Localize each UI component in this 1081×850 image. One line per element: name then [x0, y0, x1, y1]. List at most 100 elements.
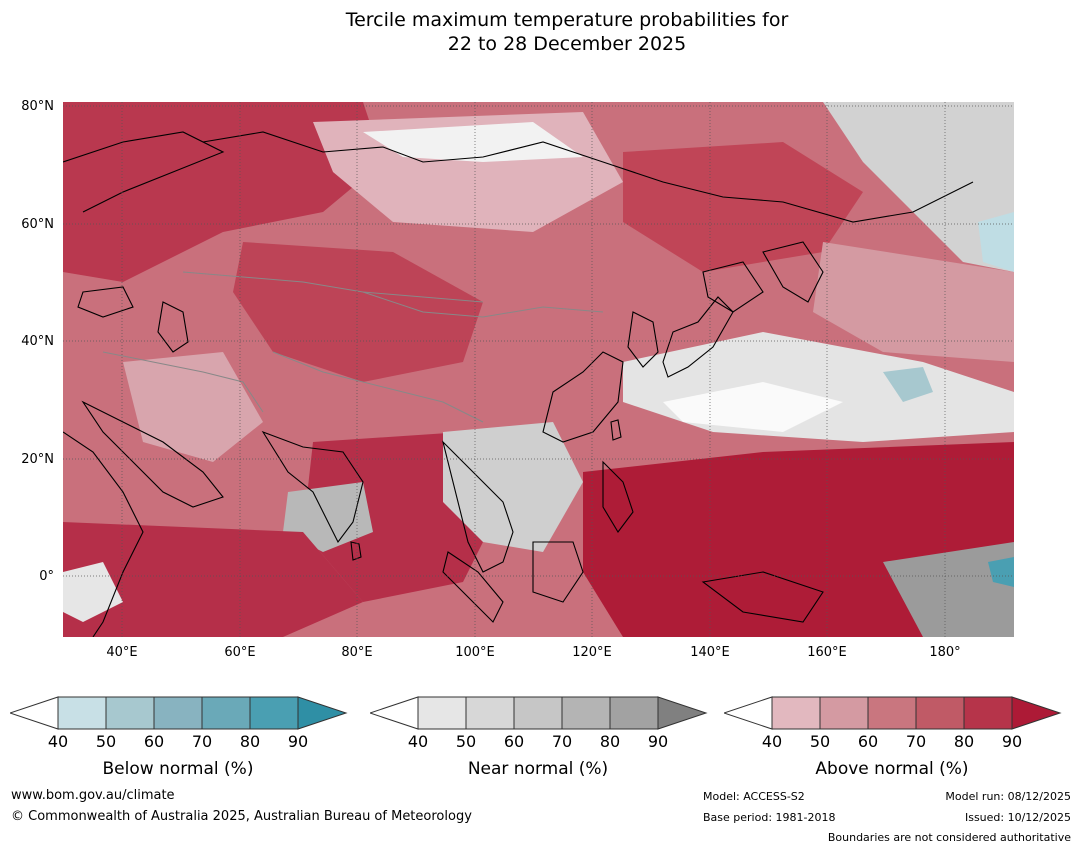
- field-near-normal-northeast: [823, 102, 1014, 272]
- field-neutral-arctic: [363, 122, 583, 162]
- colorbar-near-bin-3: [513, 696, 563, 730]
- coastline-indochina: [441, 440, 514, 573]
- boundary-middle-east: [102, 351, 264, 413]
- coastline-caspian: [157, 301, 189, 353]
- colorbar-below-normal: [10, 696, 348, 730]
- coastline-philippines: [602, 460, 634, 533]
- coastline-black-sea: [77, 286, 134, 318]
- lon-label-40e: 40°E: [106, 645, 138, 660]
- colorbar-above-bin-3: [867, 696, 917, 730]
- colorbar-below-tick-40: 40: [47, 732, 69, 751]
- field-strong-above-east-siberia: [623, 142, 863, 272]
- country-boundaries: [102, 271, 604, 423]
- colorbar-above-bin-4: [915, 696, 965, 730]
- field-near-normal-southeast-asia: [443, 422, 583, 552]
- colorbar-near-label: Near normal (%): [467, 759, 609, 779]
- colorbar-below-tick-90: 90: [287, 732, 309, 751]
- colorbar-above-tick-40: 40: [761, 732, 783, 751]
- coastline-siberia-north: [202, 131, 974, 223]
- chart-title: Tercile maximum temperature probabilitie…: [0, 8, 1081, 56]
- colorbar-above-upper-extension: [1011, 696, 1062, 730]
- coastline-scandinavia: [63, 131, 225, 213]
- lat-label-80n: 80°N: [21, 99, 54, 114]
- field-below-bering: [978, 212, 1014, 272]
- colorbar-near-normal: [370, 696, 708, 730]
- lon-label-180: 180°: [929, 645, 961, 660]
- graticule: [63, 102, 1014, 637]
- field-below-pacific-patch: [883, 367, 933, 402]
- field-strong-above-northwest: [63, 102, 383, 282]
- colorbar-near-tick-90: 90: [647, 732, 669, 751]
- coastline-new-guinea: [701, 571, 824, 623]
- probability-map: [63, 102, 1014, 637]
- colorbar-below-lower-extension: [10, 696, 59, 730]
- colorbar-above-bin-1: [771, 696, 821, 730]
- colorbar-near-tick-60: 60: [503, 732, 525, 751]
- lon-label-140e: 140°E: [690, 645, 730, 660]
- boundary-china-mongolia: [362, 291, 604, 318]
- coastline-sri-lanka: [350, 541, 362, 561]
- field-white-pacific: [663, 382, 843, 432]
- coastline-sumatra: [442, 551, 504, 623]
- colorbar-below-bin-3: [153, 696, 203, 730]
- coastlines: [63, 131, 974, 637]
- colorbar-above-normal: [724, 696, 1062, 730]
- boundary-himalaya: [272, 351, 484, 423]
- colorbar-near-tick-80: 80: [599, 732, 621, 751]
- colorbar-below-tick-70: 70: [191, 732, 213, 751]
- field-below-equatorial-pacific: [988, 557, 1014, 587]
- colorbar-above-tick-70: 70: [905, 732, 927, 751]
- footer-copyright: © Commonwealth of Australia 2025, Austra…: [11, 809, 472, 824]
- lon-label-60e: 60°E: [224, 645, 256, 660]
- field-strong-above-indian-ocean: [63, 522, 363, 637]
- colorbar-near-bin-2: [465, 696, 515, 730]
- coastline-india: [261, 430, 364, 544]
- colorbar-above-tick-80: 80: [953, 732, 975, 751]
- colorbar-near-bin-5: [609, 696, 659, 730]
- coastline-africa-east: [63, 431, 144, 637]
- colorbar-above-tick-60: 60: [857, 732, 879, 751]
- footer-model: Model: ACCESS-S2: [703, 790, 805, 803]
- colorbar-above-tick-50: 50: [809, 732, 831, 751]
- field-strong-above-central-asia: [233, 242, 483, 382]
- coastline-borneo: [532, 541, 584, 603]
- lat-label-0: 0°: [39, 569, 54, 584]
- coastline-japan: [662, 296, 734, 378]
- colorbar-near-tick-40: 40: [407, 732, 429, 751]
- footer-base-period: Base period: 1981-2018: [703, 811, 836, 824]
- lon-label-160e: 160°E: [807, 645, 847, 660]
- colorbar-near-tick-70: 70: [551, 732, 573, 751]
- colorbar-below-bin-4: [201, 696, 251, 730]
- colorbar-above-tick-90: 90: [1001, 732, 1023, 751]
- lat-label-60n: 60°N: [21, 217, 54, 232]
- boundary-central-asia: [182, 271, 484, 303]
- colorbar-above-bin-2: [819, 696, 869, 730]
- coastline-sea-of-okhotsk: [702, 261, 764, 313]
- colorbar-below-bin-2: [105, 696, 155, 730]
- colorbar-below-label: Below normal (%): [102, 759, 254, 779]
- coastline-arabia: [81, 400, 224, 508]
- field-near-normal-equatorial-pacific: [883, 542, 1014, 637]
- footer-url: www.bom.gov.au/climate: [11, 788, 175, 803]
- colorbar-above-lower-extension: [724, 696, 773, 730]
- colorbar-below-upper-extension: [297, 696, 348, 730]
- field-near-normal-india: [283, 482, 373, 552]
- colorbar-above-bin-5: [963, 696, 1013, 730]
- lon-label-120e: 120°E: [572, 645, 612, 660]
- title-line-1: Tercile maximum temperature probabilitie…: [345, 9, 789, 31]
- coastline-korea: [627, 311, 659, 368]
- footer-issued: Issued: 10/12/2025: [964, 811, 1071, 824]
- footer-disclaimer: Boundaries are not considered authoritat…: [827, 831, 1071, 844]
- colorbar-below-bin-5: [249, 696, 299, 730]
- lon-label-80e: 80°E: [341, 645, 373, 660]
- colorbar-below-tick-60: 60: [143, 732, 165, 751]
- colorbar-near-tick-50: 50: [455, 732, 477, 751]
- colorbar-below-bin-1: [57, 696, 107, 730]
- coastline-kamchatka: [762, 241, 824, 303]
- colorbar-near-bin-1: [417, 696, 467, 730]
- field-light-above-pacific-north: [813, 242, 1014, 362]
- field-light-above-arabia: [123, 352, 263, 462]
- colorbar-near-lower-extension: [370, 696, 419, 730]
- title-line-2: 22 to 28 December 2025: [447, 33, 687, 55]
- footer-model-run: Model run: 08/12/2025: [945, 790, 1071, 803]
